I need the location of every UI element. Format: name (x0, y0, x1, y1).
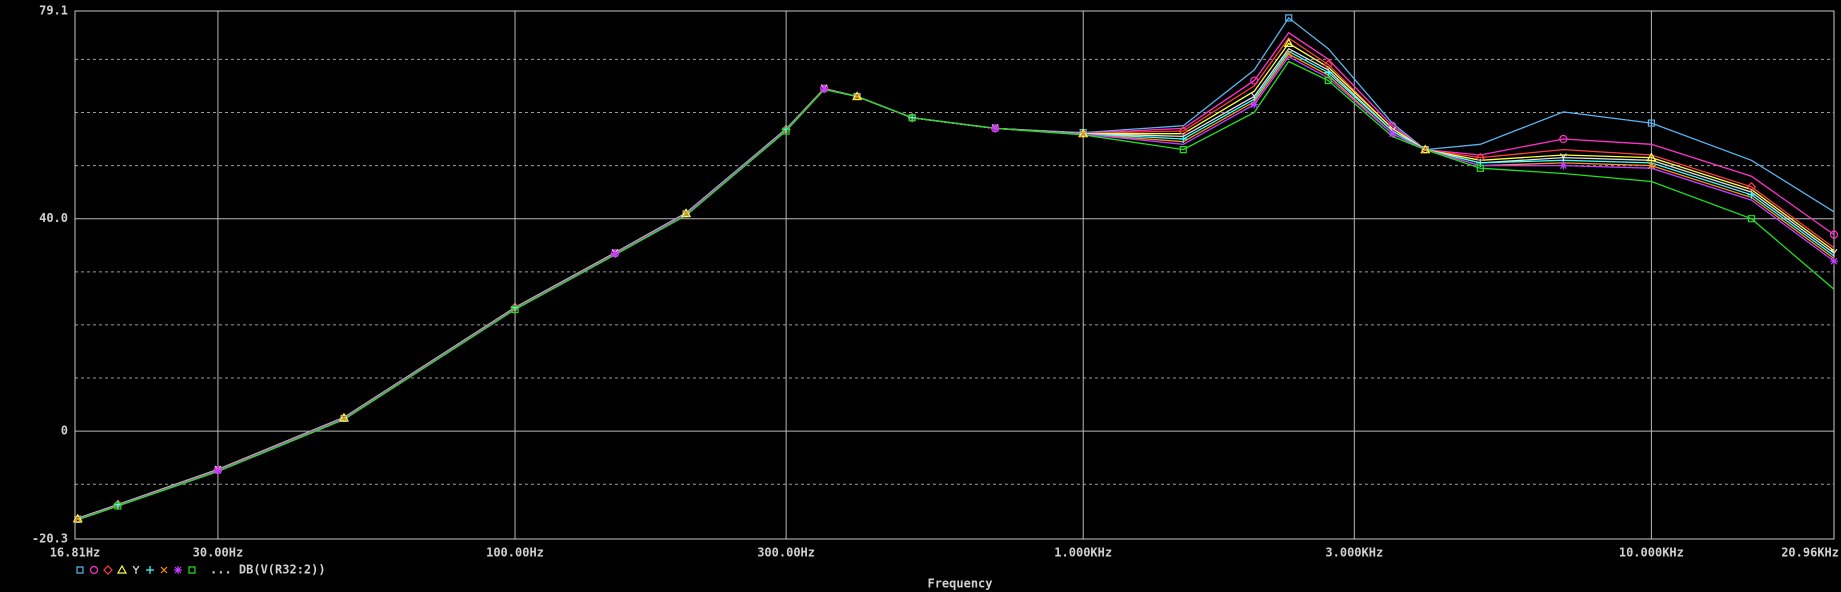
legend-marker (103, 565, 113, 575)
data-marker (338, 412, 350, 422)
x-tick-label: 3.000KHz (1325, 546, 1383, 560)
data-marker (1285, 50, 1293, 58)
data-marker (1079, 130, 1087, 138)
x-tick-label: 20.96KHz (1781, 546, 1839, 560)
legend-marker (132, 565, 140, 574)
data-marker (1250, 100, 1259, 109)
data-marker (1829, 230, 1839, 239)
data-marker (340, 414, 348, 422)
data-marker (908, 114, 916, 122)
y-tick-label: 79.1 (39, 4, 68, 18)
data-marker (1285, 14, 1293, 22)
x-tick-label: 16.81Hz (50, 546, 101, 560)
legend-marker (160, 566, 168, 574)
x-axis-label: Frequency (927, 577, 992, 591)
data-marker (1830, 248, 1838, 258)
x-tick-label: 10.000KHz (1619, 546, 1684, 560)
data-marker (782, 127, 790, 135)
data-marker (1324, 68, 1333, 77)
data-marker (1324, 76, 1332, 85)
data-marker (1388, 129, 1397, 138)
data-marker (1283, 38, 1294, 48)
data-marker (1747, 190, 1756, 199)
data-marker (1476, 164, 1484, 172)
data-marker (1559, 134, 1568, 144)
data-marker (1646, 152, 1657, 162)
legend-marker (76, 566, 84, 574)
x-tick-label: 300.00Hz (757, 546, 815, 560)
data-marker (611, 249, 620, 258)
data-marker (991, 124, 1000, 133)
data-marker (114, 502, 122, 510)
legend-label: ... DB(V(R32:2)) (210, 563, 326, 577)
data-marker (1559, 161, 1568, 170)
data-marker (1830, 257, 1838, 266)
data-marker (1747, 215, 1756, 223)
data-marker (74, 515, 82, 523)
data-marker (1647, 119, 1655, 127)
data-marker (1250, 76, 1259, 85)
data-marker (1179, 135, 1188, 144)
x-tick-label: 100.00Hz (486, 546, 544, 560)
data-marker (853, 93, 861, 100)
series-line (77, 60, 1835, 521)
data-marker (1078, 128, 1089, 138)
y-tick-label: 0 (61, 424, 68, 438)
legend-marker (89, 565, 99, 575)
data-marker (1250, 92, 1258, 101)
data-marker (682, 209, 690, 217)
data-marker (511, 305, 519, 314)
y-tick-label: -20.3 (32, 532, 68, 546)
data-marker (1420, 144, 1431, 154)
data-marker (72, 513, 83, 523)
legend-marker (146, 566, 154, 574)
data-marker (1559, 153, 1567, 162)
x-tick-label: 30.00Hz (193, 546, 244, 560)
data-marker (213, 466, 222, 475)
data-marker (1421, 146, 1429, 154)
legend-marker (174, 566, 182, 574)
data-marker (1179, 146, 1187, 154)
x-tick-label: 1.000KHz (1054, 546, 1112, 560)
legend-marker (188, 566, 196, 574)
plot-frame (74, 10, 1835, 540)
data-marker (681, 208, 692, 217)
y-tick-label: 40.0 (39, 211, 68, 225)
data-marker (1647, 162, 1655, 169)
data-marker (820, 85, 829, 94)
legend-marker (116, 564, 128, 574)
data-marker (852, 91, 863, 101)
